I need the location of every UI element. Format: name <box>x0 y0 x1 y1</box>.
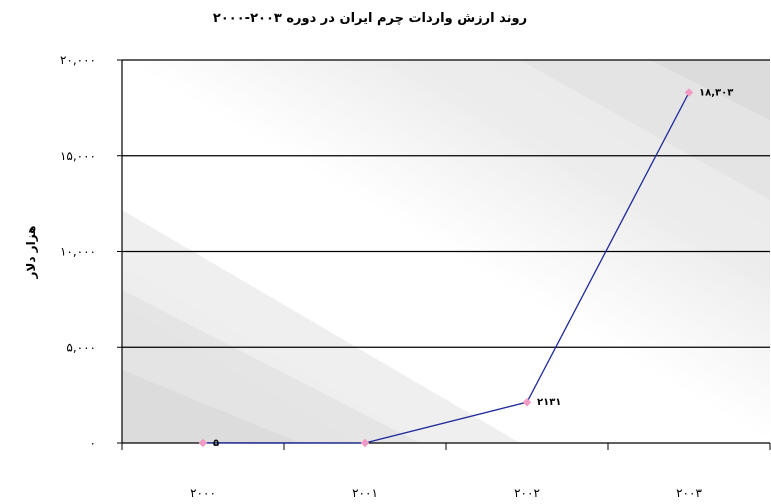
data-point <box>522 397 532 407</box>
data-point <box>684 88 694 97</box>
data-point <box>198 438 208 448</box>
data-label: ۱۸,۳۰۳ <box>699 87 733 98</box>
y-tick-label: ۱۰,۰۰۰ <box>60 245 96 259</box>
x-tick-labels: ۲۰۰۰ ۲۰۰۱ ۲۰۰۲ ۲۰۰۳ <box>190 486 702 500</box>
y-tick-label: ۲۰,۰۰۰ <box>60 53 96 67</box>
y-tick-label: ۰ <box>90 436 96 450</box>
series-line-path <box>202 92 690 444</box>
x-tick-label: ۲۰۰۰ <box>190 486 216 500</box>
series-markers <box>198 88 694 448</box>
x-tick-label: ۲۰۰۱ <box>352 486 378 500</box>
y-tick-label: ۱۵,۰۰۰ <box>60 149 96 163</box>
data-point <box>360 438 370 448</box>
gridlines <box>122 59 770 348</box>
x-tick-label: ۲۰۰۲ <box>514 486 540 500</box>
y-axis-label: هزار دلار <box>24 226 38 280</box>
chart-title: روند ارزش واردات چرم ایران در دوره ۲۰۰۳-… <box>213 11 527 26</box>
background-bands <box>122 60 770 443</box>
data-label: ۲۱۳۱ <box>537 397 561 408</box>
data-label: ۵ <box>213 438 219 449</box>
series-line <box>202 92 690 444</box>
y-tick-labels: ۰ ۵,۰۰۰ ۱۰,۰۰۰ ۱۵,۰۰۰ ۲۰,۰۰۰ <box>60 53 96 450</box>
y-tick-label: ۵,۰۰۰ <box>66 340 96 354</box>
x-tick-label: ۲۰۰۳ <box>676 486 702 500</box>
data-labels: ۵ ۲۱۳۱ ۱۸,۳۰۳ <box>213 87 733 448</box>
